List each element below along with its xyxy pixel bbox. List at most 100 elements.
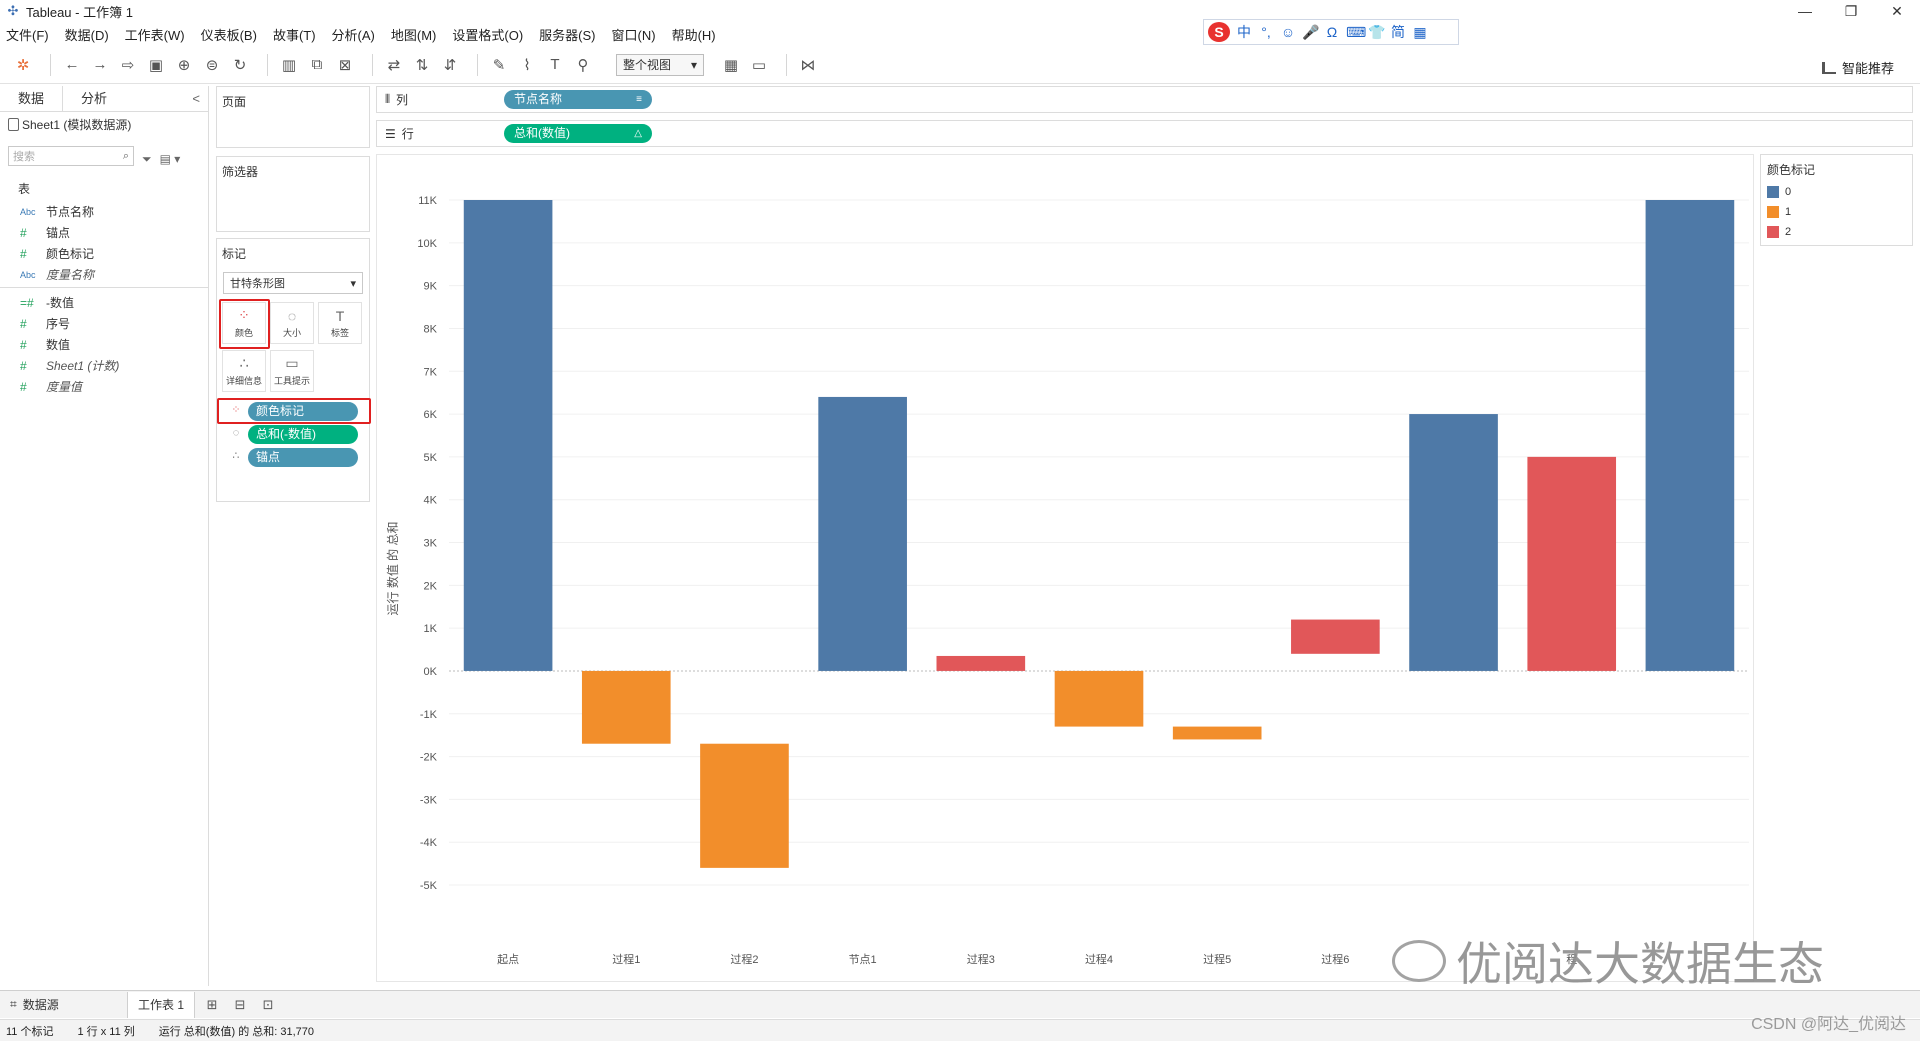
presentation-icon[interactable]: ▭ — [751, 56, 767, 74]
filter-icon[interactable]: ⏷ — [142, 152, 152, 166]
bar-过程6[interactable] — [1291, 619, 1380, 654]
field-item[interactable]: =# -数值 — [0, 292, 208, 313]
view-options-icon[interactable]: ▤ ▾ — [159, 152, 181, 166]
mark-pill-detail[interactable]: 锚点 — [248, 448, 358, 467]
menu-story[interactable]: 故事(T) — [272, 27, 316, 43]
rows-pill[interactable]: 总和(数值) △ — [504, 124, 652, 143]
bar-过程2[interactable] — [700, 743, 789, 868]
mark-type-select[interactable]: 甘特条形图 ▾ — [223, 272, 363, 294]
field-item[interactable]: Abc 节点名称 — [0, 201, 208, 222]
bar-过程4[interactable] — [1054, 670, 1144, 727]
size-button[interactable]: ◌ 大小 — [270, 302, 314, 344]
menu-dashboard[interactable]: 仪表板(B) — [200, 27, 257, 43]
bar-起点[interactable] — [463, 200, 553, 671]
legend-item[interactable]: 1 — [1761, 202, 1912, 222]
field-item[interactable]: # Sheet1 (计数) — [0, 355, 208, 376]
ime-chinese-mode[interactable]: 中 — [1237, 24, 1251, 40]
columns-shelf[interactable]: ⫴ 列 节点名称 ≡ — [376, 86, 1913, 113]
bar-过程1[interactable] — [581, 670, 671, 744]
new-worksheet-icon[interactable]: ▥ — [281, 56, 297, 74]
legend-item[interactable]: 2 — [1761, 222, 1912, 242]
color-button[interactable]: ⁘ 颜色 — [222, 302, 266, 344]
group-icon[interactable]: ⌇ — [523, 56, 531, 74]
menu-window[interactable]: 窗口(N) — [611, 27, 656, 43]
highlight-icon[interactable]: ✎ — [492, 56, 506, 74]
legend-item[interactable]: 0 — [1761, 182, 1912, 202]
menu-file[interactable]: 文件(F) — [6, 27, 49, 43]
menu-data[interactable]: 数据(D) — [64, 27, 109, 43]
tooltip-button[interactable]: ▭ 工具提示 — [270, 350, 314, 392]
save-icon[interactable]: ▣ — [148, 56, 164, 74]
bar-节点2[interactable] — [1409, 414, 1498, 671]
detail-button[interactable]: ∴ 详细信息 — [222, 350, 266, 392]
ime-emoji-icon[interactable]: ☺ — [1280, 24, 1296, 40]
fit-view-select[interactable]: 整个视图 ▾ — [616, 53, 704, 76]
ime-simplified[interactable]: 简 — [1391, 24, 1405, 40]
bar-过程3[interactable] — [936, 655, 1026, 671]
tab-sheet1[interactable]: 工作表 1 — [128, 991, 196, 1018]
mark-pill-color[interactable]: 颜色标记 — [248, 402, 358, 421]
ime-toolbox-icon[interactable]: ▦ — [1413, 23, 1427, 40]
tab-analysis[interactable]: 分析 — [81, 91, 108, 106]
tableau-home-icon[interactable]: ✲ — [16, 56, 30, 74]
columns-pill[interactable]: 节点名称 ≡ — [504, 90, 652, 109]
bar-过程7[interactable] — [1527, 456, 1617, 671]
pages-card[interactable]: 页面 — [216, 86, 370, 148]
undo-icon[interactable]: ← — [64, 56, 80, 73]
show-labels-icon[interactable]: T — [550, 56, 560, 73]
show-me-button[interactable]: 智能推荐 — [1821, 58, 1894, 77]
menu-analysis[interactable]: 分析(A) — [331, 27, 375, 43]
clear-sheet-icon[interactable]: ⊠ — [338, 56, 352, 74]
share-icon[interactable]: ⋈ — [800, 56, 816, 74]
field-type-icon: # — [20, 379, 27, 394]
sort-descending-icon[interactable]: ⇵ — [443, 56, 457, 74]
menu-worksheet[interactable]: 工作表(W) — [124, 27, 185, 43]
pin-icon[interactable]: ⚲ — [577, 56, 589, 74]
restore-icon[interactable]: ❐ — [1844, 2, 1858, 19]
swap-icon[interactable]: ⇄ — [387, 56, 401, 74]
sort-ascending-icon[interactable]: ⇅ — [415, 56, 429, 74]
pause-updates-icon[interactable]: ⊜ — [205, 56, 219, 74]
field-item[interactable]: # 锚点 — [0, 222, 208, 243]
card-toggle-icon[interactable]: ▦ — [723, 56, 739, 74]
collapse-pane-icon[interactable]: < — [192, 91, 200, 106]
ime-punctuation[interactable]: °, — [1261, 24, 1271, 40]
mark-pill-size[interactable]: 总和(-数值) — [248, 425, 358, 444]
bar-终点[interactable] — [1645, 200, 1735, 671]
datasource-item[interactable]: Sheet1 (模拟数据源) — [0, 112, 208, 136]
minimize-icon[interactable]: — — [1798, 3, 1812, 19]
field-item[interactable]: # 度量值 — [0, 376, 208, 397]
field-item[interactable]: Abc 度量名称 — [0, 264, 208, 285]
rows-shelf[interactable]: ☰ 行 总和(数值) △ — [376, 120, 1913, 147]
bar-节点1[interactable] — [818, 396, 907, 671]
ime-skin-icon[interactable]: 👕 — [1368, 23, 1386, 40]
tab-data[interactable]: 数据 — [0, 86, 64, 111]
search-input[interactable]: 搜索 ⌕ — [8, 146, 134, 166]
new-story-icon[interactable]: ⊡ — [262, 996, 274, 1012]
new-dashboard-icon[interactable]: ⊟ — [234, 996, 246, 1012]
close-icon[interactable]: ✕ — [1891, 2, 1903, 19]
ime-voice-icon[interactable]: 🎤 — [1302, 23, 1320, 40]
field-item[interactable]: # 序号 — [0, 313, 208, 334]
duplicate-icon[interactable]: ⧉ — [311, 56, 323, 73]
new-datasource-icon[interactable]: ⊕ — [177, 56, 191, 74]
field-item[interactable]: # 数值 — [0, 334, 208, 355]
ime-keyboard-icon[interactable]: ⌨ — [1346, 23, 1367, 40]
menu-server[interactable]: 服务器(S) — [539, 27, 596, 43]
field-item[interactable]: # 颜色标记 — [0, 243, 208, 264]
replay-icon[interactable]: ⇨ — [121, 56, 135, 74]
new-worksheet-icon[interactable]: ⊞ — [206, 996, 218, 1012]
refresh-icon[interactable]: ↻ — [233, 56, 247, 74]
menu-map[interactable]: 地图(M) — [390, 27, 437, 43]
field-type-icon: # — [20, 316, 27, 331]
bar-过程5[interactable] — [1172, 726, 1262, 740]
redo-icon[interactable]: → — [92, 56, 108, 73]
filters-card[interactable]: 筛选器 — [216, 156, 370, 232]
tab-datasource[interactable]: ⌗ 数据源 — [0, 991, 128, 1018]
menu-format[interactable]: 设置格式(O) — [452, 27, 524, 43]
y-axis-label: 运行 数值 的 总和 — [385, 521, 400, 615]
sogou-logo-icon[interactable]: S — [1208, 22, 1230, 42]
label-button[interactable]: T 标签 — [318, 302, 362, 344]
ime-symbol-icon[interactable]: Ω — [1326, 24, 1338, 40]
menu-help[interactable]: 帮助(H) — [671, 27, 716, 43]
